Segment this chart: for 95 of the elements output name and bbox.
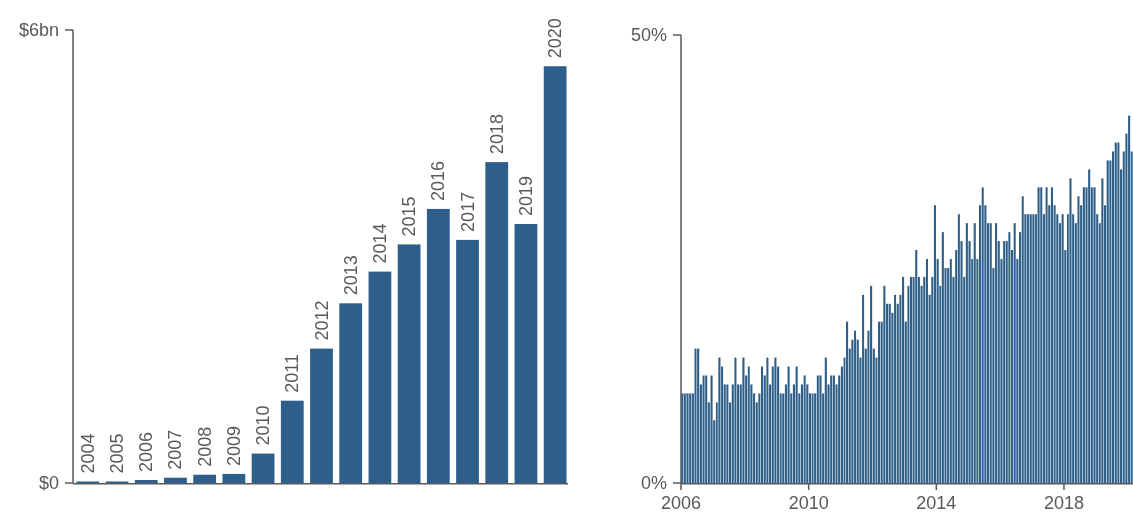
x-tick-label: 2006 — [136, 431, 157, 472]
x-tick-label: 2014 — [916, 493, 957, 513]
bar — [1088, 169, 1091, 483]
x-tick-label: 2016 — [428, 160, 449, 201]
x-tick-label: 2018 — [486, 114, 507, 155]
bar — [485, 162, 509, 483]
x-tick-label: 2005 — [107, 433, 128, 474]
x-tick-label: 2010 — [253, 405, 274, 446]
bar — [1061, 214, 1064, 483]
x-tick-label: 2012 — [311, 300, 332, 341]
bar — [973, 223, 976, 483]
x-tick-label: 2004 — [77, 433, 98, 474]
bar — [742, 357, 745, 483]
y-tick-label: 50% — [630, 25, 667, 46]
bar — [310, 348, 333, 483]
bar — [1013, 223, 1016, 483]
bar — [760, 366, 764, 483]
bar — [702, 375, 705, 483]
x-tick-label: 2017 — [457, 191, 478, 232]
bar — [280, 400, 304, 483]
bar — [710, 375, 713, 483]
bar — [995, 223, 998, 483]
bar — [368, 271, 392, 483]
y-tick-label: $0 — [38, 473, 59, 494]
bar — [1040, 187, 1043, 483]
bar — [915, 250, 918, 483]
y-tick-label: 0% — [640, 473, 667, 494]
bar — [949, 259, 952, 483]
x-tick-label: 2010 — [788, 493, 829, 513]
bar — [1045, 187, 1048, 483]
bar — [1077, 196, 1080, 483]
bar — [803, 375, 806, 483]
bar — [902, 276, 905, 483]
bar — [981, 187, 984, 483]
bar — [514, 224, 538, 483]
bar — [787, 366, 790, 483]
bar — [933, 205, 937, 483]
bar — [909, 276, 912, 483]
x-tick-label: 2007 — [165, 429, 186, 470]
bar — [846, 321, 849, 483]
x-tick-label: 2008 — [194, 426, 215, 467]
x-tick-label: 2013 — [340, 255, 361, 296]
x-tick-label: 2015 — [399, 196, 420, 237]
bar — [705, 375, 708, 483]
bar — [397, 244, 421, 483]
bar — [339, 303, 363, 483]
bar — [193, 474, 217, 483]
bar — [1101, 178, 1104, 483]
bar — [1117, 142, 1120, 483]
bar — [694, 348, 697, 483]
bar — [251, 453, 275, 483]
x-tick-label: 2019 — [515, 175, 536, 217]
x-tick-label: 2006 — [660, 493, 702, 513]
bar — [1106, 160, 1109, 483]
x-tick-label: 2014 — [369, 223, 390, 264]
bar — [1008, 232, 1011, 483]
bar — [925, 259, 928, 483]
bar — [894, 294, 897, 483]
bar — [877, 321, 881, 483]
bar — [766, 357, 769, 483]
bar — [819, 375, 822, 483]
bar — [965, 223, 968, 483]
bar — [164, 477, 187, 483]
bar — [1093, 187, 1096, 483]
bar — [1128, 115, 1131, 483]
bar — [824, 357, 827, 483]
bar — [870, 285, 873, 483]
bar — [426, 208, 450, 483]
bar — [816, 375, 819, 483]
bar — [941, 232, 944, 483]
bar — [854, 330, 857, 483]
bar — [718, 357, 721, 483]
x-tick-label: 2018 — [1043, 493, 1084, 513]
x-tick-label: 2020 — [545, 18, 566, 59]
bar — [726, 384, 729, 483]
bar — [795, 366, 798, 483]
bar — [1069, 178, 1072, 483]
bar — [222, 473, 246, 483]
bar — [1082, 187, 1085, 483]
y-tick-label: $6bn — [18, 20, 59, 41]
bar — [1050, 187, 1054, 483]
bar — [1037, 187, 1040, 483]
bar — [957, 214, 960, 483]
bar — [697, 348, 700, 483]
bar — [862, 294, 865, 483]
x-tick-label: 2011 — [282, 353, 303, 393]
bar — [456, 239, 479, 483]
bar — [134, 479, 158, 483]
bar — [734, 357, 737, 483]
bar — [1114, 142, 1117, 483]
x-tick-label: 2009 — [223, 425, 244, 466]
bar — [543, 66, 567, 483]
bar — [774, 357, 777, 483]
bar — [1021, 196, 1024, 483]
bar — [883, 285, 886, 483]
